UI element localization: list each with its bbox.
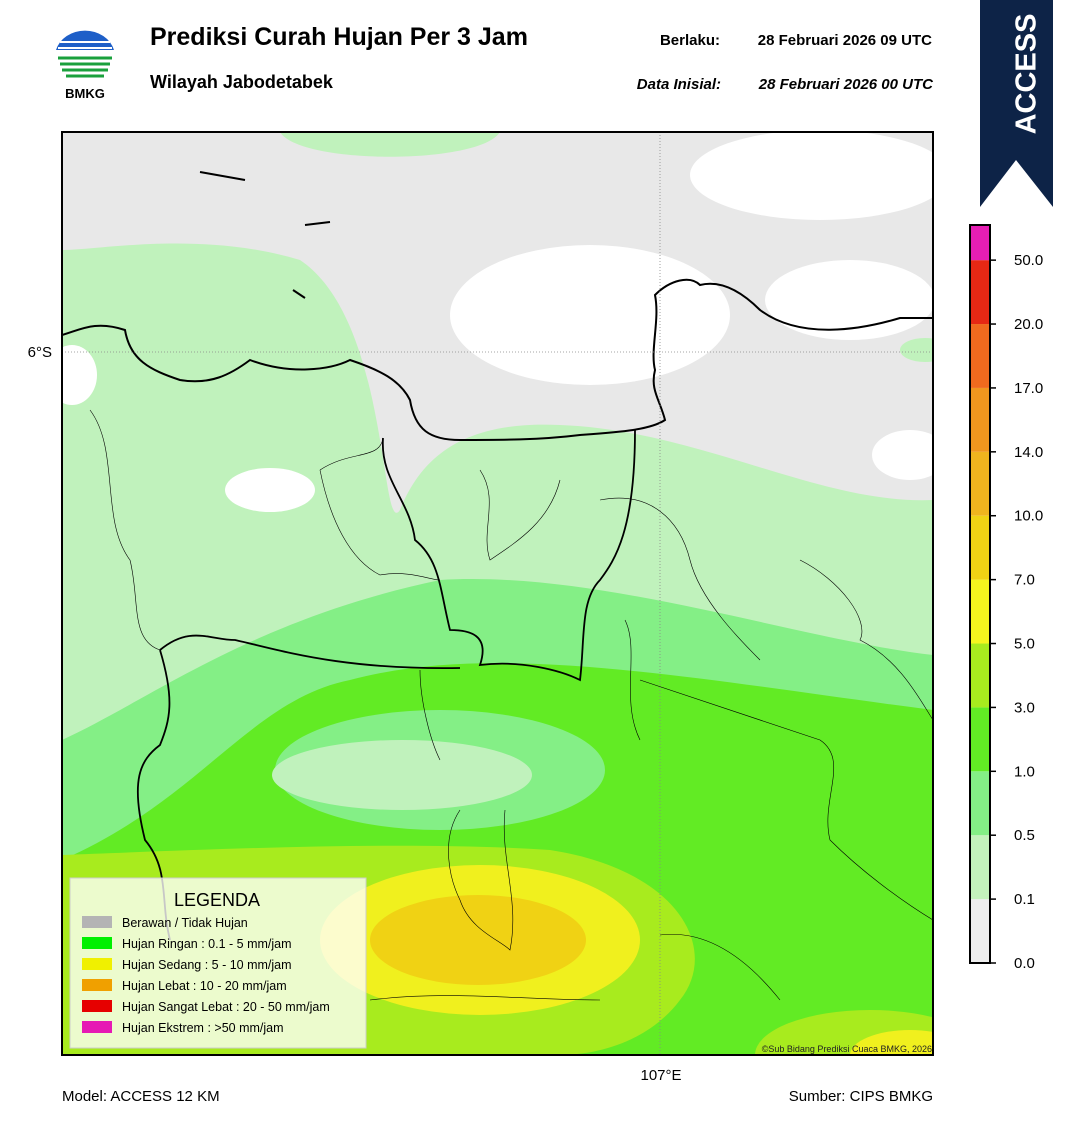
legend-title: LEGENDA <box>174 890 260 910</box>
title: Prediksi Curah Hujan Per 3 Jam <box>150 23 528 51</box>
colorbar-tick-label: 1.0 <box>1014 763 1035 780</box>
colorbar-segment <box>970 835 990 900</box>
valid-label: Berlaku: <box>660 32 720 49</box>
colorbar-segment <box>970 324 990 388</box>
legend-swatch <box>82 958 112 970</box>
colorbar-segment <box>970 260 990 325</box>
colorbar-segment <box>970 707 990 772</box>
colorbar-segment <box>970 771 990 836</box>
legend-box <box>69 877 367 1049</box>
colorbar-tick-label: 17.0 <box>1014 380 1043 397</box>
colorbar-segment <box>970 643 990 708</box>
colorbar-tick-label: 14.0 <box>1014 444 1043 461</box>
legend-label: Hujan Lebat : 10 - 20 mm/jam <box>122 979 287 993</box>
colorbar-segment <box>970 225 990 261</box>
legend-swatch <box>82 1021 112 1033</box>
logo: BMKG <box>56 30 114 101</box>
legend: LEGENDA Berawan / Tidak Hujan Hujan Ringa… <box>69 877 367 1049</box>
colorbar-tick-label: 3.0 <box>1014 699 1035 716</box>
legend-swatch <box>82 937 112 949</box>
rain-field: ©Sub Bidang Prediksi Cuaca BMKG, 2026 <box>62 132 933 1055</box>
colorbar-segment <box>970 451 990 516</box>
colorbar-tick-label: 0.0 <box>1014 955 1035 972</box>
colorbar-segment <box>970 899 990 963</box>
init-label: Data Inisial: <box>637 76 721 93</box>
footer-source: Sumber: CIPS BMKG <box>789 1088 933 1105</box>
colorbar: 0.0 0.1 0.5 1.0 3.0 5.0 7.0 10.0 14.0 17.0 20.0 50.… <box>969 224 1043 972</box>
colorbar-segment <box>970 579 990 644</box>
legend-label: Hujan Ringan : 0.1 - 5 mm/jam <box>122 937 292 951</box>
badge-text: ACCESS <box>1011 14 1043 135</box>
colorbar-tick-label: 20.0 <box>1014 316 1043 333</box>
colorbar-segment <box>970 387 990 452</box>
legend-label: Hujan Sedang : 5 - 10 mm/jam <box>122 958 292 972</box>
colorbar-tick-label: 0.5 <box>1014 827 1035 844</box>
legend-label: Berawan / Tidak Hujan <box>122 916 248 930</box>
valid-time: 28 Februari 2026 09 UTC <box>758 32 932 49</box>
colorbar-tick-label: 50.0 <box>1014 252 1043 269</box>
colorbar-tick-label: 10.0 <box>1014 508 1043 525</box>
legend-swatch <box>82 1000 112 1012</box>
lat-label: 6°S <box>28 344 52 361</box>
footer-model: Model: ACCESS 12 KM <box>62 1088 220 1105</box>
map-credit: ©Sub Bidang Prediksi Cuaca BMKG, 2026 <box>762 1044 932 1054</box>
colorbar-segment <box>970 515 990 580</box>
model-badge: ACCESS <box>980 0 1053 207</box>
map-frame <box>61 131 934 1056</box>
colorbar-frame <box>969 224 991 964</box>
legend-label: Hujan Sangat Lebat : 20 - 50 mm/jam <box>122 1000 330 1014</box>
legend-swatch <box>82 916 112 928</box>
colorbar-tick-label: 7.0 <box>1014 572 1035 589</box>
logo-text: BMKG <box>65 86 105 101</box>
subtitle: Wilayah Jabodetabek <box>150 72 334 92</box>
coastline <box>62 171 933 442</box>
colorbar-tick-label: 0.1 <box>1014 891 1035 908</box>
colorbar-tick-label: 5.0 <box>1014 636 1035 653</box>
legend-label: Hujan Ekstrem : >50 mm/jam <box>122 1021 284 1035</box>
district-border <box>89 409 933 1001</box>
lon-label: 107°E <box>640 1067 681 1084</box>
legend-swatch <box>82 979 112 991</box>
init-time: 28 Februari 2026 00 UTC <box>758 76 934 93</box>
